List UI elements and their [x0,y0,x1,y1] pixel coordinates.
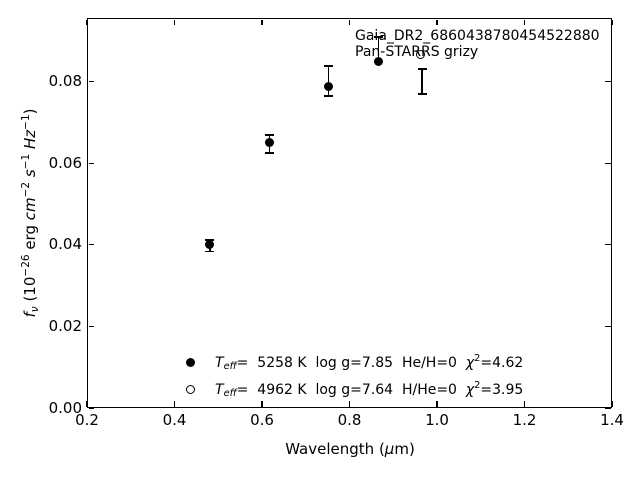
fit-params-text-model2: Teff= 4962 K log g=7.64 H/He=0 χ2=3.95 [215,380,524,400]
x-tick-label: 0.8 [337,411,362,429]
error-bar-cap-bottom [264,152,274,154]
y-tick-label: 0.06 [48,153,82,172]
x-tick-top [611,19,613,25]
x-tick-top [436,19,438,25]
x-tick-bottom [261,401,263,407]
x-tick-label: 0.2 [75,411,99,429]
y-tick-right [605,325,611,328]
y-tick-left [88,325,94,328]
data-point-filled-circle [264,138,274,148]
error-bar-cap-top [417,68,427,70]
error-bar-line [327,66,330,96]
error-bar-cap-bottom [324,95,333,97]
y-tick-right [605,80,611,83]
error-bar-cap-top [264,134,274,136]
x-tick-label: 1.2 [512,411,537,429]
data-point-filled-circle [373,56,383,66]
filled-circle-marker-icon [186,358,195,367]
data-point-open-circle [415,50,425,60]
fit-params-text-model1: Teff= 5258 K log g=7.85 He/H=0 χ2=4.62 [215,353,524,373]
y-tick-label: 0.04 [48,235,82,254]
x-tick-label: 1.0 [425,411,449,429]
fit-legend-row-model2: Teff= 4962 K log g=7.64 H/He=0 χ2=3.95 [186,380,524,400]
y-tick-left [88,162,94,164]
error-bar-line [377,36,380,62]
y-tick-right [605,407,611,409]
y-tick-right [605,244,611,246]
x-tick-bottom [173,401,176,407]
y-tick-label: 0.08 [48,72,82,91]
x-tick-top [173,19,176,25]
x-tick-bottom [523,401,526,407]
error-bar-cap-bottom [417,93,427,95]
open-circle-marker-icon [186,385,195,394]
y-tick-right [605,162,611,164]
y-axis-label: fν (10−26 erg cm−2 s−1 Hz−1) [20,108,41,318]
x-tick-label: 0.4 [162,411,187,429]
x-tick-top [261,19,263,25]
plot-frame [87,18,612,408]
x-tick-bottom [86,401,88,407]
x-tick-top [86,19,88,25]
annotation-block: Gaia_DR2_6860438780454522880 Pan-STARRS … [355,28,600,60]
x-tick-top [523,19,526,25]
x-tick-bottom [348,401,351,407]
x-tick-label: 0.6 [250,411,274,429]
error-bar-cap-top [205,239,215,241]
photometry-survey-label: Pan-STARRS grizy [355,44,479,60]
error-bar-cap-bottom [205,250,215,253]
data-point-filled-circle [324,82,333,92]
error-bar-cap-top [373,35,383,38]
data-point-filled-circle [205,240,215,250]
y-tick-label: 0.02 [48,316,82,335]
y-tick-label: 0.00 [48,398,82,417]
fit-legend-row-model1: Teff= 5258 K log g=7.85 He/H=0 χ2=4.62 [186,353,524,373]
y-tick-left [88,80,94,83]
y-tick-left [88,244,94,246]
x-axis-label: Wavelength (μm) [285,440,415,458]
x-tick-bottom [436,401,438,407]
x-tick-label: 1.4 [600,411,624,429]
error-bar-line [421,68,423,94]
gaia-source-id-label: Gaia_DR2_6860438780454522880 [355,28,600,44]
y-tick-left [88,407,94,409]
error-bar-cap-top [324,65,333,67]
x-tick-bottom [611,401,613,407]
x-tick-top [348,19,351,25]
